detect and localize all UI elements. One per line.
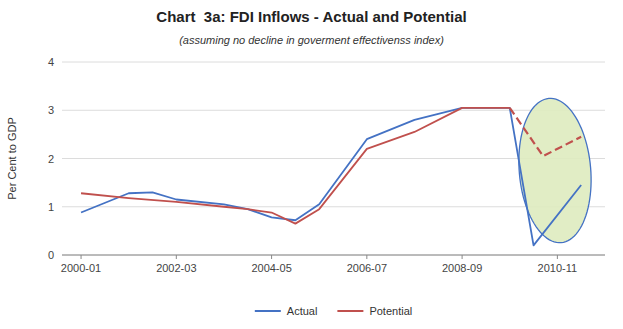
chart: Chart 3a: FDI Inflows - Actual and Poten… (0, 0, 623, 329)
x-tick-label: 2000-01 (61, 262, 101, 274)
y-tick-label: 1 (48, 201, 54, 213)
legend-swatch (255, 310, 281, 312)
legend-swatch (337, 310, 363, 312)
x-tick-label: 2008-09 (442, 262, 482, 274)
y-tick-label: 0 (48, 249, 54, 261)
x-tick (271, 255, 272, 259)
series-line (81, 108, 581, 246)
y-tick-label: 2 (48, 153, 54, 165)
legend-label: Actual (287, 305, 318, 317)
subtitle: (assuming no decline in goverment effect… (179, 34, 444, 46)
series-line (81, 108, 510, 224)
x-tick-label: 2002-03 (156, 262, 196, 274)
x-tick-label: 2006-07 (347, 262, 387, 274)
legend-item: Actual (255, 305, 318, 317)
x-tick (557, 255, 558, 259)
x-tick (81, 255, 82, 259)
grid-line (62, 255, 605, 256)
legend-item: Potential (337, 305, 412, 317)
plot-area (81, 98, 591, 245)
x-tick (366, 255, 367, 259)
y-tick-label: 3 (48, 104, 54, 116)
x-tick-label: 2010-11 (538, 262, 578, 274)
legend: Actual Potential (255, 305, 412, 317)
y-tick-label: 4 (48, 56, 54, 68)
x-tick-label: 2004-05 (251, 262, 291, 274)
y-label: Per Cent to GDP (6, 117, 18, 200)
grid-line (62, 62, 605, 63)
grid-line (62, 206, 605, 207)
x-tick (462, 255, 463, 259)
x-tick (176, 255, 177, 259)
grid-line (62, 110, 605, 111)
title: Chart 3a: FDI Inflows - Actual and Poten… (156, 8, 466, 25)
x-axis-line (62, 255, 605, 256)
legend-label: Potential (369, 305, 412, 317)
series-line (510, 108, 581, 156)
